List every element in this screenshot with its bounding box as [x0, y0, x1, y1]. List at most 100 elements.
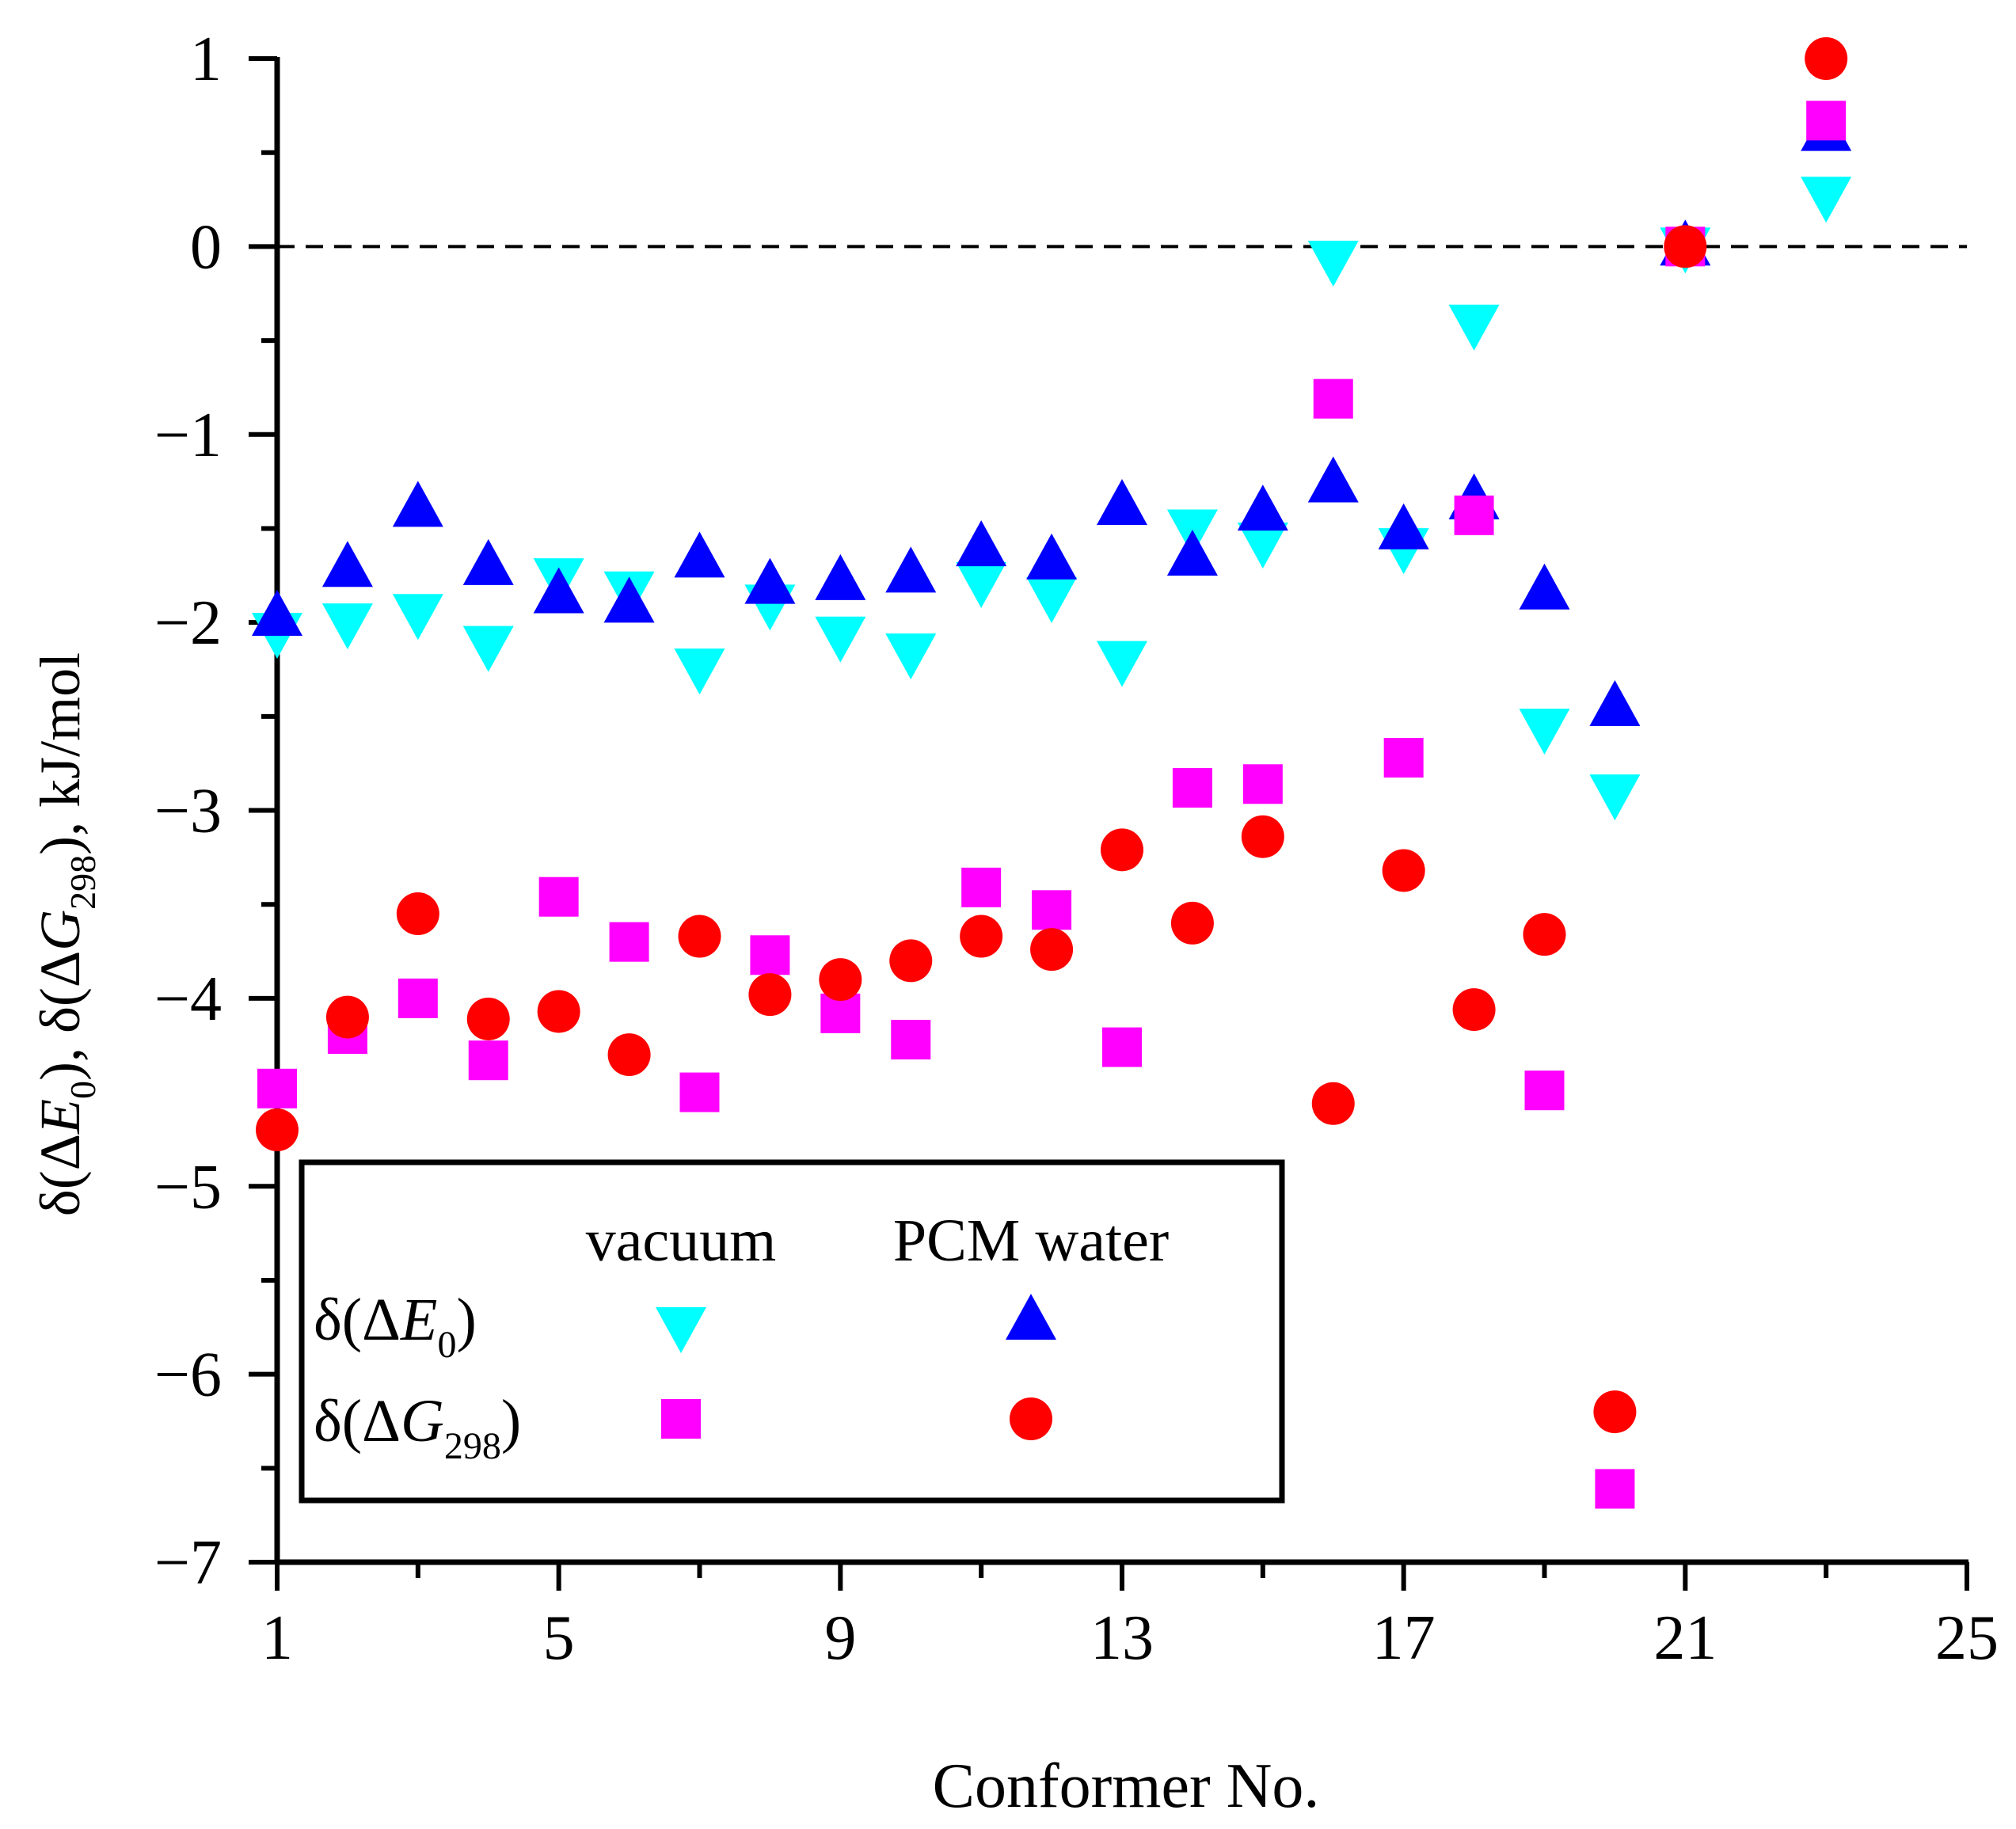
- data-point-triangle-up: [392, 481, 443, 527]
- data-point-triangle-down: [1589, 774, 1641, 821]
- legend-row-e-subscript: 0: [437, 1324, 456, 1366]
- data-point-square: [1806, 101, 1847, 141]
- x-tick-label: 25: [1935, 1603, 1999, 1673]
- y-label-suffix: ), kJ/mol: [29, 652, 92, 855]
- x-tick-label: 9: [824, 1603, 856, 1673]
- y-tick-label: −6: [154, 1340, 222, 1410]
- y-tick-label: −3: [154, 777, 222, 846]
- data-point-triangle-down: [1448, 304, 1500, 351]
- data-point-circle: [325, 995, 369, 1039]
- legend-col-pcm: PCM water: [893, 1207, 1169, 1274]
- data-point-square: [1454, 495, 1494, 535]
- y-label-e-symbol: E: [29, 1099, 92, 1135]
- data-point-triangle-up: [1307, 456, 1359, 503]
- data-point-triangle-up: [533, 567, 584, 614]
- data-point-triangle-up: [252, 590, 302, 637]
- data-point-square: [891, 1020, 931, 1060]
- data-point-square: [1032, 890, 1072, 930]
- legend-row-e-label: δ(ΔE0): [314, 1287, 477, 1366]
- legend-row-g-prefix: δ(Δ: [314, 1388, 401, 1454]
- data-point-triangle-down: [1237, 523, 1288, 569]
- x-tick-label: 5: [543, 1603, 575, 1673]
- x-tick-label: 21: [1653, 1603, 1717, 1673]
- legend: vacuum PCM water δ(ΔE0) δ(ΔG298): [299, 1159, 1285, 1504]
- y-tick-label: 1: [190, 25, 222, 94]
- legend-marker-square: [661, 1399, 701, 1439]
- data-point-triangle-up: [815, 553, 866, 600]
- data-point-triangle-up: [744, 557, 796, 604]
- data-point-triangle-down: [956, 561, 1007, 608]
- series-circle: [256, 37, 1848, 1434]
- data-point-square: [1524, 1070, 1565, 1111]
- data-point-circle: [1030, 928, 1074, 972]
- legend-row-g-symbol: G: [401, 1388, 444, 1454]
- data-point-triangle-up: [674, 531, 725, 578]
- data-point-square: [609, 922, 649, 962]
- legend-marker-circle: [1010, 1397, 1052, 1440]
- data-point-triangle-up: [1026, 533, 1078, 580]
- data-point-circle: [256, 1108, 299, 1152]
- x-tick-label: 17: [1372, 1603, 1436, 1673]
- x-axis-label: Conformer No.: [933, 1751, 1320, 1821]
- data-point-square: [1172, 768, 1212, 808]
- data-point-triangle-up: [1237, 485, 1288, 531]
- legend-row-e-symbol: E: [400, 1287, 437, 1353]
- legend-markers: [656, 1294, 1056, 1440]
- data-point-triangle-down: [321, 603, 373, 650]
- data-point-circle: [678, 914, 721, 958]
- legend-row-g-label: δ(ΔG298): [314, 1388, 521, 1467]
- data-point-circle: [1593, 1390, 1637, 1434]
- data-point-square: [1313, 378, 1353, 419]
- data-point-triangle-up: [956, 520, 1007, 567]
- data-point-circle: [466, 997, 510, 1040]
- data-markers: [252, 37, 1852, 1509]
- data-point-triangle-up: [321, 541, 373, 587]
- data-point-circle: [537, 990, 580, 1033]
- y-label-mid: ), δ(Δ: [29, 951, 92, 1081]
- data-point-square: [1102, 1027, 1142, 1067]
- data-point-circle: [819, 958, 862, 1002]
- data-point-circle: [1241, 815, 1284, 858]
- legend-marker-triangle-up: [1006, 1294, 1056, 1340]
- legend-row-g-subscript: 298: [444, 1425, 501, 1467]
- legend-col-vacuum: vacuum: [586, 1207, 777, 1274]
- data-point-circle: [960, 914, 1003, 958]
- data-point-triangle-up: [603, 576, 655, 623]
- legend-row-e-suffix: ): [456, 1287, 476, 1353]
- y-label-prefix: δ(Δ: [29, 1134, 92, 1216]
- y-label-g-subscript: 298: [63, 855, 103, 910]
- axes: 1 5 9 13 17 21 25 1 0 −1 −2 −3 −4 −5 −6 −7: [154, 25, 1999, 1673]
- data-point-square: [679, 1072, 720, 1112]
- data-point-triangle-down: [1307, 240, 1359, 287]
- series-square: [257, 101, 1847, 1509]
- data-point-triangle-down: [462, 626, 514, 672]
- x-tick-label: 1: [261, 1603, 293, 1673]
- y-label-e-subscript: 0: [63, 1081, 103, 1099]
- data-point-circle: [1170, 901, 1214, 945]
- data-point-triangle-down: [674, 648, 725, 695]
- legend-row-e-prefix: δ(Δ: [314, 1287, 401, 1353]
- data-point-triangle-down: [1519, 709, 1570, 755]
- data-point-triangle-down: [392, 594, 443, 641]
- data-point-circle: [1101, 828, 1143, 872]
- data-point-triangle-down: [815, 616, 866, 663]
- data-point-triangle-up: [1378, 503, 1429, 549]
- data-point-triangle-up: [1166, 530, 1218, 576]
- data-point-circle: [889, 939, 933, 983]
- data-point-square: [397, 978, 438, 1018]
- data-point-square: [961, 867, 1002, 907]
- data-point-circle: [1805, 37, 1848, 80]
- data-point-circle: [1452, 988, 1496, 1032]
- data-point-circle: [1382, 849, 1425, 892]
- y-axis-label: δ(ΔE0), δ(ΔG298), kJ/mol: [29, 652, 103, 1216]
- y-tick-label: −1: [154, 401, 222, 470]
- data-point-triangle-down: [885, 633, 937, 680]
- data-point-square: [257, 1068, 297, 1108]
- data-point-circle: [1523, 913, 1566, 956]
- legend-marker-triangle-down: [656, 1307, 706, 1353]
- data-point-triangle-down: [1026, 576, 1078, 623]
- data-point-triangle-down: [1097, 641, 1147, 687]
- y-label-g-symbol: G: [29, 910, 92, 951]
- data-point-triangle-up: [1589, 679, 1641, 726]
